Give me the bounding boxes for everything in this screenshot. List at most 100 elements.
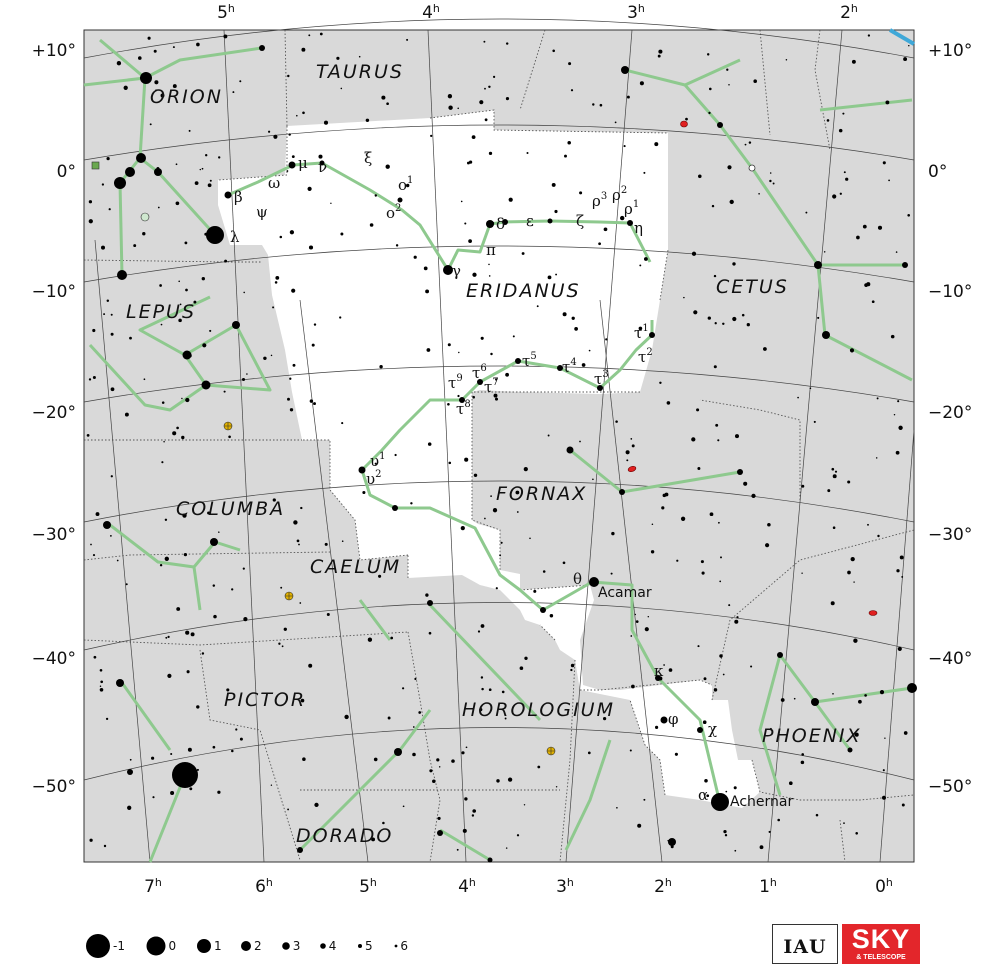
star <box>566 446 574 454</box>
faint-star <box>480 624 485 628</box>
faint-star <box>101 245 105 250</box>
faint-star <box>521 292 523 295</box>
faint-star <box>471 814 475 817</box>
faint-star <box>838 128 843 133</box>
ra-top-label: 5h <box>217 2 235 23</box>
greek-label-kappa: κ <box>654 662 664 680</box>
faint-star <box>456 848 459 851</box>
dec-right-label: +10° <box>928 41 972 61</box>
dec-right-label: −40° <box>928 649 972 669</box>
faint-star <box>714 322 717 325</box>
star <box>660 716 668 724</box>
faint-star <box>661 506 665 510</box>
faint-star <box>777 818 781 822</box>
faint-star <box>382 821 385 825</box>
faint-star <box>643 798 646 801</box>
faint-star <box>143 378 146 381</box>
ra-top-label: 3h <box>627 2 645 23</box>
faint-star <box>196 768 199 771</box>
faint-star <box>780 698 785 702</box>
faint-star <box>378 574 382 578</box>
faint-star <box>855 832 858 835</box>
star <box>103 521 111 529</box>
star <box>649 332 655 338</box>
legend-star-dot <box>320 943 326 949</box>
faint-star <box>680 516 686 521</box>
legend-magnitude-label: 6 <box>400 939 408 953</box>
faint-star <box>864 694 867 697</box>
faint-star <box>823 251 826 253</box>
faint-star <box>308 245 314 250</box>
globular-cluster-icon <box>223 421 233 431</box>
faint-star <box>728 83 730 86</box>
faint-star <box>86 434 90 437</box>
faint-star <box>292 363 296 367</box>
star <box>847 747 853 753</box>
faint-star <box>479 708 483 712</box>
faint-star <box>521 252 525 255</box>
faint-star <box>314 802 319 808</box>
faint-star <box>298 543 300 546</box>
faint-star <box>813 420 816 423</box>
faint-star <box>301 47 306 52</box>
faint-star <box>703 677 707 681</box>
faint-star <box>490 221 495 226</box>
dec-right-label: −30° <box>928 525 972 545</box>
faint-star <box>903 731 908 735</box>
faint-star <box>657 54 661 58</box>
faint-star <box>187 353 192 358</box>
faint-star <box>412 726 415 728</box>
star <box>259 45 265 51</box>
faint-star <box>800 760 805 765</box>
faint-star <box>666 401 671 405</box>
faint-star <box>654 142 659 147</box>
faint-star <box>508 197 513 202</box>
faint-star <box>501 690 505 694</box>
faint-star <box>616 806 618 809</box>
dec-right-label: 0° <box>928 162 947 182</box>
faint-star <box>106 156 110 161</box>
faint-star <box>287 808 290 811</box>
faint-star <box>734 434 740 439</box>
faint-star <box>313 402 316 406</box>
faint-star <box>726 68 729 71</box>
star <box>902 262 908 268</box>
label-horologium: HOROLOGIUM <box>462 699 615 721</box>
faint-star <box>753 79 757 83</box>
ra-axis-top: 5h 4h 3h 2h <box>217 2 858 23</box>
star <box>597 385 603 391</box>
faint-star <box>697 467 701 470</box>
faint-star <box>231 588 234 591</box>
faint-star <box>626 95 630 99</box>
faint-star <box>897 646 902 651</box>
faint-star <box>515 490 520 495</box>
faint-star <box>88 378 92 381</box>
cluster-icon <box>140 212 150 222</box>
star <box>397 197 403 203</box>
faint-star <box>702 720 707 725</box>
faint-star <box>103 844 107 848</box>
faint-star <box>190 632 195 637</box>
faint-star <box>526 151 529 155</box>
faint-star <box>291 288 296 293</box>
faint-star <box>505 847 508 849</box>
faint-star <box>644 627 649 632</box>
faint-star <box>95 512 100 517</box>
label-pictor: PICTOR <box>224 689 306 711</box>
faint-star <box>429 769 433 773</box>
faint-star <box>588 349 591 352</box>
faint-star <box>163 440 165 443</box>
faint-star <box>643 257 648 261</box>
legend-star-dot <box>394 944 398 948</box>
publisher-logos: IAU SKY & TELESCOPE <box>772 924 920 966</box>
faint-star <box>871 300 875 304</box>
faint-star <box>875 457 878 459</box>
faint-star <box>167 673 172 678</box>
faint-star <box>579 191 583 195</box>
star <box>116 679 124 687</box>
magnitude-legend: -1 0 1 2 3 4 5 6 <box>86 934 408 958</box>
faint-star <box>319 32 323 36</box>
faint-star <box>529 537 531 540</box>
faint-star <box>123 85 128 90</box>
star <box>811 698 819 706</box>
